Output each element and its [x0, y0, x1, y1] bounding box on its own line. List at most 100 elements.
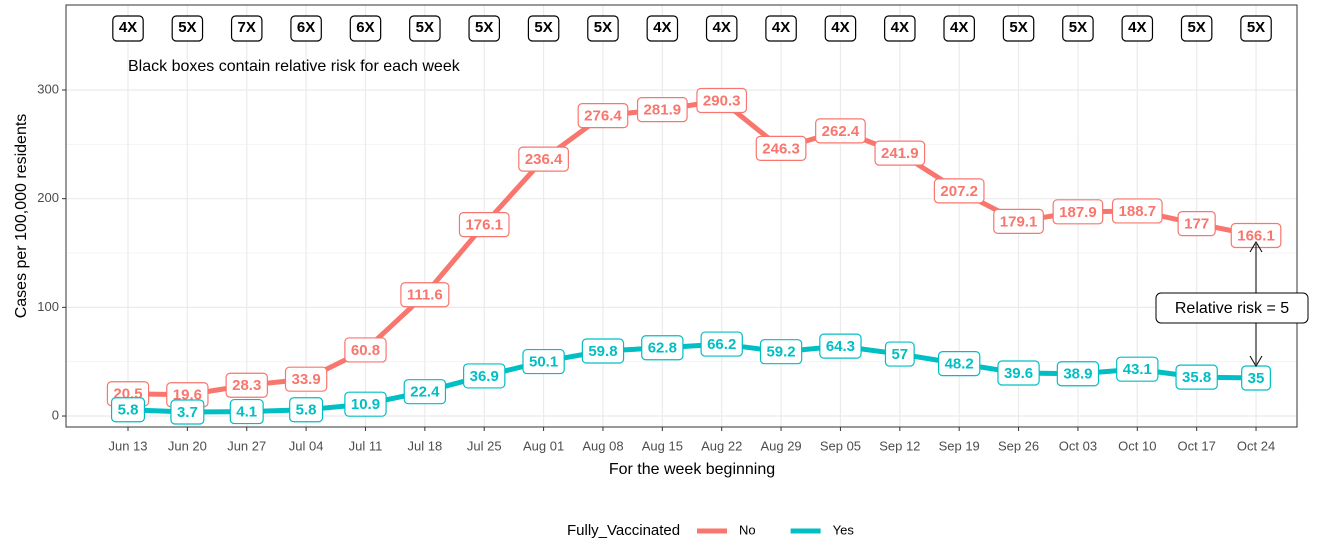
value-label-box — [1175, 364, 1218, 390]
value-label-box — [463, 363, 506, 389]
x-tick-label: Jun 13 — [108, 438, 147, 453]
value-label: 179.1 — [993, 208, 1044, 234]
x-tick-label: Jul 11 — [349, 438, 383, 453]
value-label: 22.4 — [403, 379, 447, 405]
y-tick-label: 100 — [37, 299, 59, 314]
value-label: 262.4 — [815, 118, 866, 144]
annotation: Relative risk = 5 — [1175, 300, 1289, 317]
value-label-box — [458, 212, 510, 238]
risk-label-text: 5X — [594, 19, 612, 36]
value-label: 35.8 — [1175, 364, 1218, 390]
risk-label: 5X — [527, 15, 560, 42]
x-tick-label: Sep 05 — [820, 438, 861, 453]
x-tick-label: Oct 10 — [1118, 438, 1156, 453]
x-tick-label: Oct 03 — [1059, 438, 1097, 453]
value-label-text: 66.2 — [707, 336, 736, 353]
value-label-box — [400, 282, 450, 308]
value-label: 176.1 — [458, 212, 510, 238]
risk-label: 4X — [824, 15, 857, 42]
x-tick-label: Aug 22 — [701, 438, 742, 453]
value-label-text: 38.9 — [1063, 366, 1092, 383]
value-label: 59.8 — [581, 338, 625, 364]
value-label-box — [641, 335, 684, 361]
value-label-text: 35.8 — [1182, 369, 1211, 386]
value-label-text: 60.8 — [351, 342, 380, 359]
value-label-box — [759, 339, 803, 365]
x-tick-label: Jul 25 — [467, 438, 502, 453]
risk-label-box — [705, 15, 738, 42]
value-label: 60.8 — [344, 337, 387, 363]
value-label-text: 188.7 — [1119, 203, 1157, 220]
risk-label-text: 4X — [950, 19, 968, 36]
risk-label-text: 5X — [534, 19, 552, 36]
risk-label-text: 5X — [1009, 19, 1027, 36]
value-label: 177 — [1177, 211, 1216, 237]
value-label-text: 241.9 — [881, 145, 919, 162]
risk-label-box — [1180, 15, 1213, 42]
value-label-text: 64.3 — [826, 338, 855, 355]
risk-label: 5X — [1240, 15, 1272, 42]
value-label-box — [1111, 198, 1163, 224]
value-label-box — [522, 348, 565, 375]
value-label-text: 59.2 — [766, 344, 795, 361]
value-label: 10.9 — [344, 391, 387, 417]
value-label: 57 — [884, 341, 915, 367]
risk-label: 5X — [1062, 15, 1094, 42]
value-label-text: 39.6 — [1004, 365, 1033, 382]
value-label-text: 50.1 — [529, 354, 558, 371]
risk-label-text: 4X — [1128, 19, 1146, 36]
value-label: 36.9 — [463, 363, 506, 389]
value-label-box — [289, 397, 324, 423]
value-label: 39.6 — [997, 360, 1040, 386]
value-label: 236.4 — [518, 146, 569, 172]
risk-label-text: 5X — [1069, 19, 1087, 36]
value-label-text: 187.9 — [1059, 204, 1097, 221]
value-label-box — [884, 341, 915, 367]
value-label: 4.1 — [229, 398, 264, 425]
x-tick-label: Oct 17 — [1178, 438, 1216, 453]
legend-title: Fully_Vaccinated — [567, 522, 680, 539]
value-label-box — [403, 379, 447, 405]
value-label-text: 276.4 — [584, 108, 622, 125]
value-label: 241.9 — [874, 140, 926, 166]
value-label: 276.4 — [577, 103, 629, 129]
value-label: 281.9 — [636, 97, 688, 123]
y-tick-label: 200 — [37, 190, 59, 205]
risk-label-box — [765, 15, 797, 42]
value-label-box — [170, 399, 205, 425]
risk-label-box — [587, 15, 619, 42]
value-label: 50.1 — [522, 348, 565, 375]
risk-label-box — [112, 15, 144, 42]
value-label-box — [581, 338, 625, 364]
value-label-box — [696, 87, 748, 114]
value-label-text: 33.9 — [292, 371, 321, 388]
risk-label: 6X — [349, 15, 382, 42]
value-label-text: 262.4 — [822, 123, 860, 140]
value-label-text: 111.6 — [407, 287, 443, 304]
risk-label: 4X — [705, 15, 738, 42]
value-label-text: 179.1 — [1000, 213, 1038, 230]
risk-label-box — [1002, 15, 1035, 42]
x-tick-label: Jul 18 — [407, 438, 442, 453]
risk-label: 4X — [943, 15, 975, 42]
value-label-text: 28.3 — [232, 377, 261, 394]
risk-label-box — [943, 15, 975, 42]
value-label-box — [110, 397, 146, 423]
value-label-text: 43.1 — [1123, 361, 1152, 378]
risk-label-box — [1062, 15, 1094, 42]
value-label-box — [1056, 361, 1100, 387]
value-label-text: 22.4 — [410, 384, 440, 401]
value-label-text: 246.3 — [762, 140, 800, 157]
value-label-box — [229, 398, 264, 425]
risk-label-box — [349, 15, 382, 42]
risk-label-text: 5X — [475, 19, 493, 36]
value-label-text: 176.1 — [465, 217, 503, 234]
legend-label: Yes — [833, 522, 855, 537]
value-label-box — [577, 103, 629, 129]
value-label-text: 281.9 — [644, 102, 682, 119]
y-tick-label: 300 — [37, 81, 59, 96]
x-tick-label: Aug 15 — [642, 438, 683, 453]
risk-label-text: 4X — [119, 19, 137, 36]
value-label: 43.1 — [1116, 356, 1159, 382]
